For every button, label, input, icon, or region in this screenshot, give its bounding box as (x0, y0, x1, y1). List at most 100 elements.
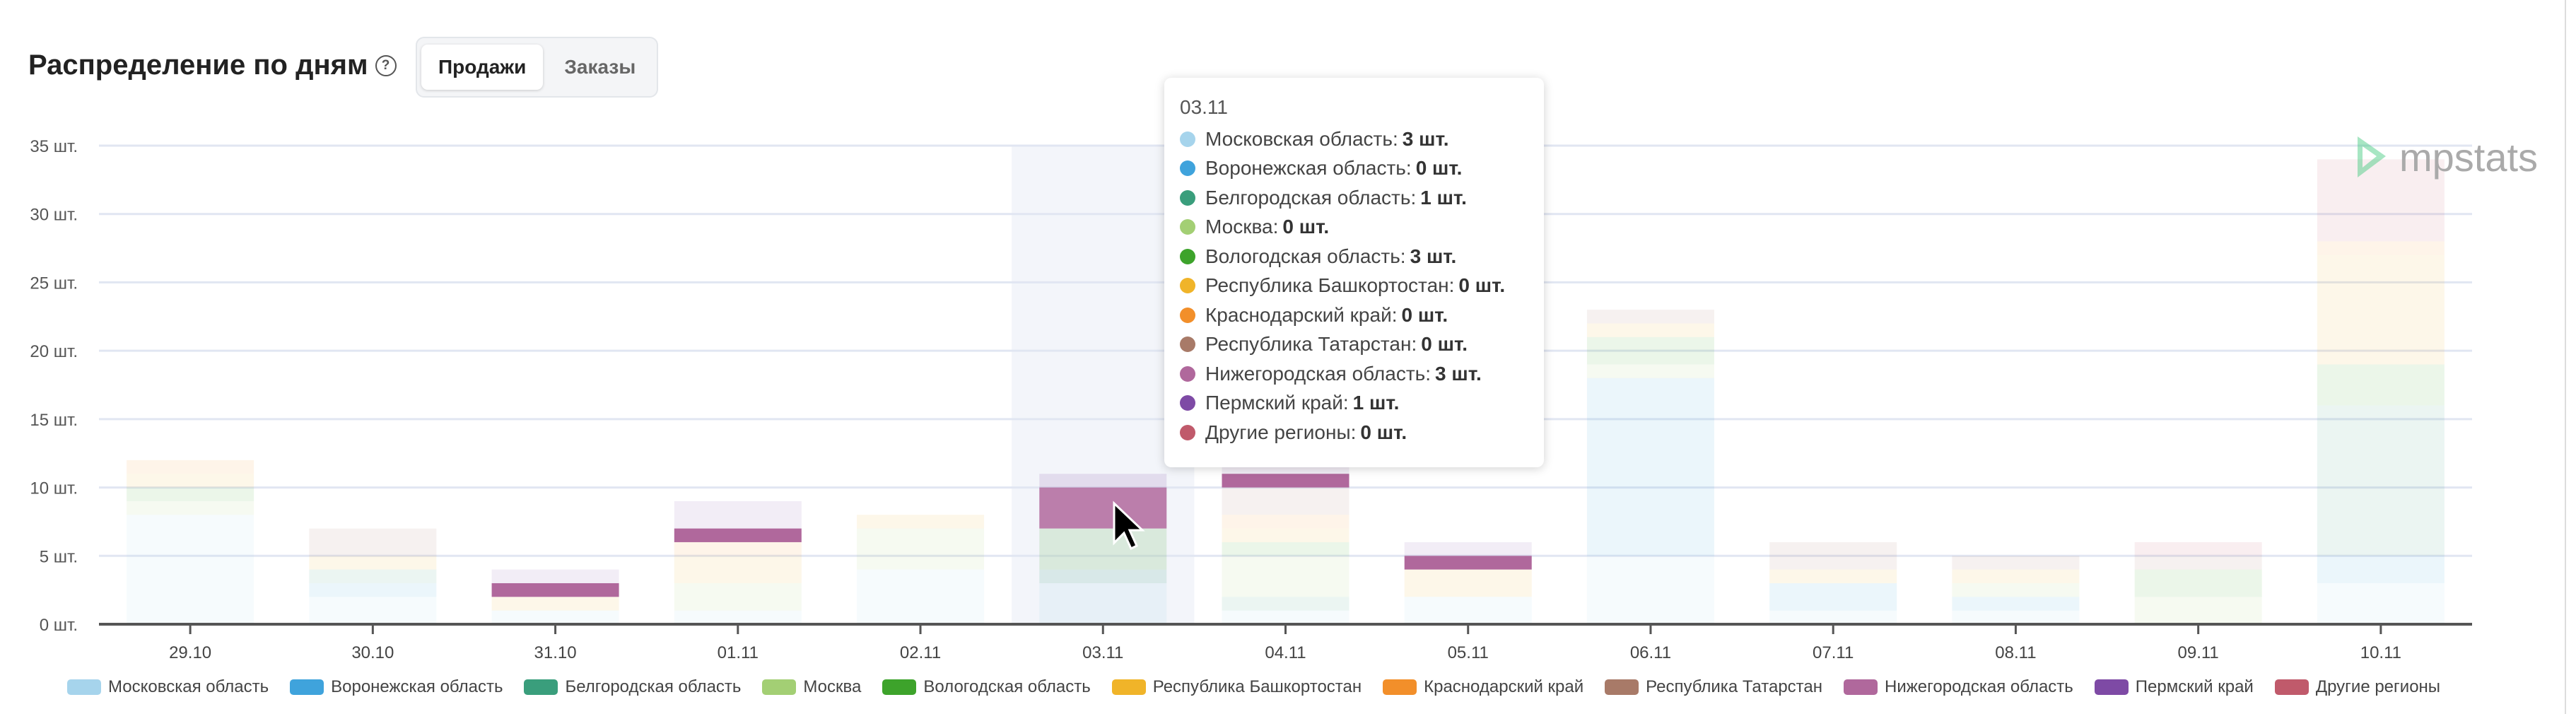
bar-segment[interactable] (1769, 610, 1897, 624)
hover-column-highlight (1012, 146, 1195, 624)
legend-item[interactable]: Нижегородская область (1844, 677, 2073, 697)
x-tick-label: 09.11 (2178, 643, 2219, 662)
bar-segment[interactable] (1952, 597, 2080, 611)
bar-segment[interactable] (1952, 583, 2080, 597)
bar-segment[interactable] (1404, 569, 1532, 597)
bar-segment[interactable] (674, 556, 802, 583)
bar-segment[interactable] (309, 528, 437, 556)
tooltip-row: Московская область: 3 шт. (1180, 124, 1528, 154)
legend-label: Вологодская область (923, 677, 1091, 696)
bar-segment[interactable] (857, 528, 985, 570)
bar-segment[interactable] (1586, 556, 1714, 624)
bar-segment[interactable] (1222, 515, 1350, 529)
bar-segment[interactable] (1222, 610, 1350, 624)
bar-segment[interactable] (2317, 583, 2445, 624)
bar-segment[interactable] (2134, 569, 2262, 597)
bar-segment[interactable] (1952, 610, 2080, 624)
tab-sales[interactable]: Продажи (421, 45, 544, 90)
legend-swatch (1605, 679, 1639, 695)
bar-segment[interactable] (2134, 556, 2262, 570)
scrollbar[interactable] (2565, 0, 2576, 714)
bar-segment[interactable] (309, 556, 437, 570)
legend-item[interactable]: Московская область (67, 677, 269, 697)
bar-segment[interactable] (491, 610, 619, 624)
y-tick-label: 30 шт. (30, 206, 78, 225)
bar-segment[interactable] (674, 528, 802, 542)
bar-segment[interactable] (674, 501, 802, 529)
bar-segment[interactable] (2317, 405, 2445, 556)
bar-segment[interactable] (1769, 542, 1897, 570)
tooltip-label: Воронежская область: (1205, 157, 1412, 180)
bar-segment[interactable] (127, 487, 254, 501)
tooltip-value: 1 шт. (1420, 186, 1467, 209)
legend-item[interactable]: Вологодская область (882, 677, 1091, 697)
bar-segment[interactable] (1586, 336, 1714, 365)
legend-label: Белгородская область (565, 677, 742, 696)
bar-segment[interactable] (1039, 487, 1167, 529)
bar-segment[interactable] (674, 583, 802, 611)
tooltip-row: Республика Башкортостан: 0 шт. (1180, 271, 1528, 301)
chart-title: Распределение по дням ? (28, 49, 397, 81)
bar-segment[interactable] (2317, 556, 2445, 583)
bar-segment[interactable] (1769, 583, 1897, 611)
bar-segment[interactable] (1404, 556, 1532, 570)
legend-item[interactable]: Пермский край (2094, 677, 2254, 697)
bar-segment[interactable] (1404, 542, 1532, 556)
bar-segment[interactable] (127, 460, 254, 474)
bar-segment[interactable] (1222, 474, 1350, 488)
bar-segment[interactable] (127, 515, 254, 624)
bar-segment[interactable] (857, 569, 985, 624)
bar-segment[interactable] (127, 474, 254, 488)
tooltip-label: Нижегородская область: (1205, 362, 1432, 385)
bar-segment[interactable] (857, 515, 985, 529)
bar-segment[interactable] (2317, 241, 2445, 255)
legend-item[interactable]: Воронежская область (290, 677, 503, 697)
bar-segment[interactable] (1222, 556, 1350, 597)
tooltip-value: 0 шт. (1282, 216, 1330, 238)
bar-segment[interactable] (1222, 528, 1350, 542)
bar-segment[interactable] (2317, 159, 2445, 242)
bar-segment[interactable] (1222, 487, 1350, 515)
legend-item[interactable]: Краснодарский край (1383, 677, 1583, 697)
bar-segment[interactable] (491, 597, 619, 611)
legend-item[interactable]: Другие регионы (2274, 677, 2440, 697)
bar-segment[interactable] (309, 569, 437, 583)
x-tick-label: 29.10 (169, 643, 211, 662)
bar-segment[interactable] (674, 610, 802, 624)
bar-segment[interactable] (674, 542, 802, 556)
mpstats-logo-icon (2358, 136, 2386, 177)
bar-segment[interactable] (1404, 597, 1532, 624)
bar-segment[interactable] (1039, 528, 1167, 570)
tab-orders[interactable]: Заказы (564, 56, 636, 78)
y-tick-label: 0 шт. (40, 616, 78, 635)
bar-segment[interactable] (491, 569, 619, 583)
bar-segment[interactable] (491, 583, 619, 597)
bar-segment[interactable] (1952, 556, 2080, 570)
bar-segment[interactable] (309, 583, 437, 597)
tooltip-label: Московская область: (1205, 127, 1398, 150)
legend-item[interactable]: Республика Татарстан (1605, 677, 1822, 697)
bar-segment[interactable] (2134, 597, 2262, 624)
bar-segment[interactable] (1586, 378, 1714, 556)
bar-segment[interactable] (1769, 569, 1897, 583)
bar-segment[interactable] (1039, 474, 1167, 488)
bar-segment[interactable] (2134, 542, 2262, 556)
bar-segment[interactable] (2317, 254, 2445, 365)
bar-segment[interactable] (1952, 569, 2080, 583)
bar-segment[interactable] (1039, 569, 1167, 583)
bar-segment[interactable] (1586, 310, 1714, 324)
legend-item[interactable]: Москва (762, 677, 861, 697)
bar-segment[interactable] (1222, 597, 1350, 611)
legend-item[interactable]: Республика Башкортостан (1111, 677, 1362, 697)
tooltip-label: Пермский край: (1205, 392, 1349, 414)
bar-segment[interactable] (1039, 583, 1167, 624)
bar-segment[interactable] (2317, 364, 2445, 406)
bar-segment[interactable] (1222, 542, 1350, 556)
bar-segment[interactable] (309, 597, 437, 624)
bar-segment[interactable] (1586, 323, 1714, 337)
bar-segment[interactable] (1586, 364, 1714, 378)
question-circle-icon[interactable]: ? (375, 54, 397, 76)
legend-item[interactable]: Белгородская область (524, 677, 741, 697)
bar-segment[interactable] (127, 501, 254, 515)
